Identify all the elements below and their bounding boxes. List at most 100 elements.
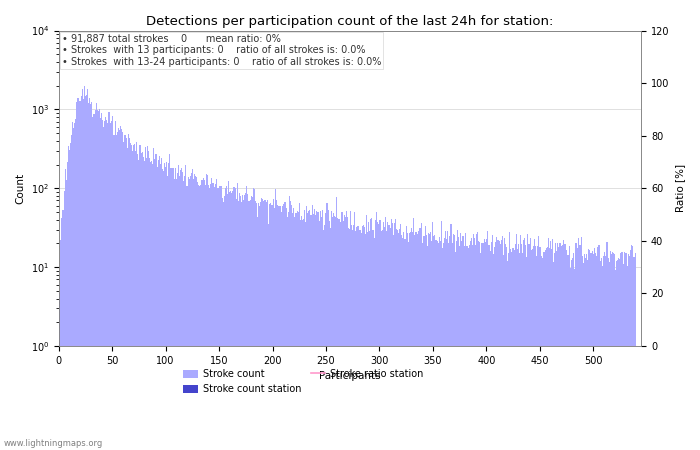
Bar [240, 196, 241, 450]
Bar [216, 179, 218, 450]
Bar [608, 262, 610, 450]
Bar [293, 208, 295, 450]
Bar [170, 168, 172, 450]
Bar [507, 261, 508, 450]
Bar [89, 98, 90, 450]
Bar [305, 222, 306, 450]
Bar [411, 228, 412, 450]
Bar [190, 173, 192, 450]
Bar [183, 181, 184, 450]
Bar [147, 146, 148, 450]
Bar [440, 242, 441, 450]
Bar [364, 227, 365, 450]
Bar [591, 253, 592, 450]
Bar [506, 248, 507, 450]
Bar [121, 129, 122, 450]
Bar [153, 148, 155, 450]
Bar [504, 238, 505, 450]
Bar [397, 230, 398, 450]
Bar [584, 254, 585, 450]
Bar [381, 231, 382, 450]
Bar [603, 256, 604, 450]
Bar [62, 210, 64, 450]
Bar [454, 235, 455, 450]
Bar [241, 202, 242, 450]
Bar [586, 254, 587, 450]
Bar [127, 134, 129, 450]
Bar [362, 225, 363, 450]
Bar [379, 220, 380, 450]
Bar [462, 235, 463, 450]
Bar [119, 130, 120, 450]
Bar [105, 117, 106, 450]
Bar [274, 208, 275, 450]
Bar [443, 243, 444, 450]
Bar [521, 244, 522, 450]
Bar [628, 254, 629, 450]
Bar [230, 191, 232, 450]
Bar [437, 241, 438, 450]
Bar [582, 256, 583, 450]
Bar [604, 252, 606, 450]
Bar [245, 193, 246, 450]
Bar [433, 236, 435, 450]
Bar [285, 202, 286, 450]
Bar [112, 116, 113, 450]
Bar [308, 212, 309, 450]
Bar [595, 253, 596, 450]
Bar [248, 201, 249, 450]
Bar [427, 246, 428, 450]
Bar [94, 110, 96, 450]
Bar [211, 178, 212, 450]
Bar [588, 249, 589, 450]
Bar [447, 231, 448, 450]
Bar [291, 205, 293, 450]
Bar [253, 188, 254, 450]
Bar [585, 258, 586, 450]
Bar [167, 176, 168, 450]
Bar [452, 243, 453, 450]
Bar [480, 252, 482, 450]
Bar [554, 253, 555, 450]
Bar [80, 96, 82, 450]
Bar [249, 200, 251, 450]
Bar [86, 94, 87, 450]
Bar [577, 248, 578, 450]
Bar [174, 179, 175, 450]
Bar [580, 245, 581, 450]
Bar [442, 248, 443, 450]
Bar [196, 177, 197, 450]
Bar [70, 143, 71, 450]
Bar [537, 246, 538, 450]
Bar [197, 182, 198, 450]
Bar [553, 262, 554, 450]
Bar [317, 212, 318, 450]
Bar [410, 232, 411, 450]
Bar [416, 232, 417, 450]
Bar [466, 246, 468, 450]
Bar [567, 255, 568, 450]
Bar [573, 253, 575, 450]
Bar [214, 187, 216, 450]
Bar [491, 242, 492, 450]
Bar [229, 192, 230, 450]
Bar [168, 163, 169, 450]
Bar [556, 251, 557, 450]
Bar [106, 120, 107, 450]
Bar [398, 233, 399, 450]
Bar [475, 244, 476, 450]
Y-axis label: Ratio [%]: Ratio [%] [675, 164, 685, 212]
Bar [310, 215, 312, 450]
Bar [275, 189, 276, 450]
Bar [458, 237, 459, 450]
Bar [610, 251, 611, 450]
Bar [102, 121, 103, 450]
Bar [596, 256, 597, 450]
Bar [122, 132, 123, 450]
Bar [441, 221, 442, 450]
Bar [277, 205, 279, 450]
Bar [448, 243, 449, 450]
Bar [134, 144, 135, 450]
Bar [139, 145, 141, 450]
Bar [200, 184, 202, 450]
